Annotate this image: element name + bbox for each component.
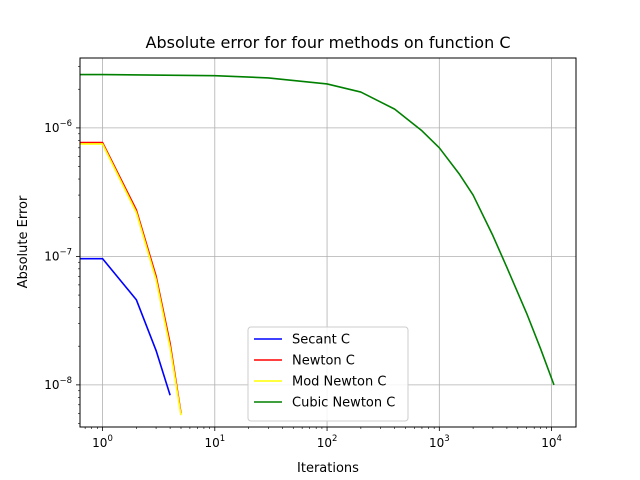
legend-label: Newton C [292,354,355,369]
legend-box [247,326,409,422]
plot-area-frame [79,57,577,428]
y-axis-label: Absolute Error [16,195,31,288]
series-line-cubic-newton-c [80,73,555,386]
chart-title: Absolute error for four methods on funct… [146,33,511,52]
series-line-secant-c [80,257,171,396]
x-axis-label: Iterations [297,461,359,476]
legend: Secant C Newton C Mod Newton C Cubic Newton… [247,326,409,422]
legend-label: Mod Newton C [292,375,386,390]
legend-label: Cubic Newton C [292,396,395,411]
legend-label: Secant C [292,333,350,348]
series-lines [80,73,555,416]
series-line-mod-newton-c [80,143,182,416]
